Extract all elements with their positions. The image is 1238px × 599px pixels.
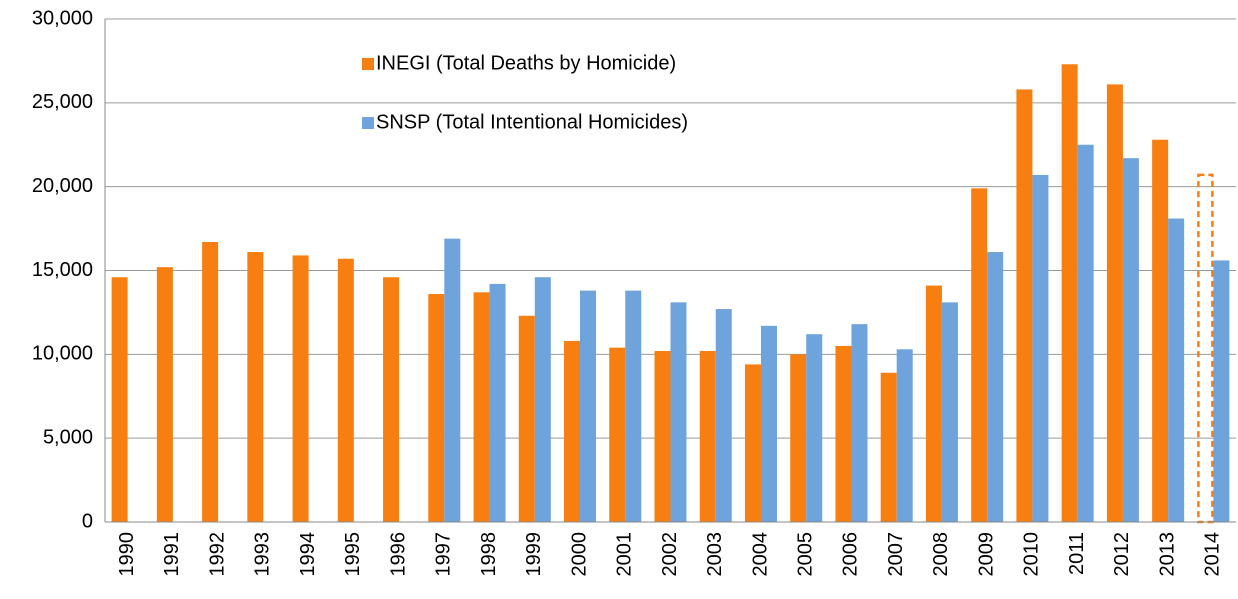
x-tick-label: 1995	[342, 532, 364, 577]
bar	[580, 290, 597, 522]
x-tick-label: 2005	[795, 532, 817, 577]
bar	[1032, 174, 1049, 522]
x-tick-label: 2006	[840, 532, 862, 577]
x-tick-label: 1992	[206, 532, 228, 577]
bar	[760, 325, 777, 522]
x-tick-label: 2014	[1202, 532, 1224, 577]
legend-label: SNSP (Total Intentional Homicides)	[376, 111, 688, 133]
bar	[1016, 89, 1033, 523]
legend-label: INEGI (Total Deaths by Homicide)	[376, 52, 676, 74]
bar	[987, 252, 1004, 522]
y-tick-label: 20,000	[32, 175, 93, 197]
x-tick-label: 1991	[161, 532, 183, 577]
y-tick-label: 10,000	[32, 343, 93, 365]
bar	[156, 267, 173, 522]
bar	[202, 241, 219, 522]
bar	[1168, 218, 1185, 523]
bar	[1122, 158, 1139, 522]
x-tick-label: 2009	[975, 532, 997, 577]
bar	[654, 350, 671, 522]
x-tick-label: 1993	[252, 532, 274, 577]
x-tick-label: 2000	[568, 532, 590, 577]
x-tick-label: 1996	[387, 532, 409, 577]
y-tick-label: 5,000	[43, 426, 93, 448]
x-tick-label: 2007	[885, 532, 907, 577]
x-tick-label: 2003	[704, 532, 726, 577]
bar	[925, 285, 942, 522]
bar	[292, 255, 309, 522]
bar	[896, 349, 913, 522]
x-tick-label: 1990	[116, 532, 138, 577]
y-tick-label: 25,000	[32, 91, 93, 113]
x-tick-label: 2013	[1156, 532, 1178, 577]
bar	[489, 283, 506, 522]
bar	[534, 277, 551, 522]
bar	[806, 334, 823, 522]
bar	[941, 302, 958, 522]
x-tick-label: 2001	[614, 532, 636, 577]
bar	[744, 364, 761, 522]
bar	[564, 340, 581, 522]
bar	[625, 290, 642, 522]
legend-swatch	[362, 117, 374, 129]
bar	[1106, 84, 1123, 522]
bar	[851, 324, 868, 522]
bar	[609, 347, 626, 522]
x-tick-label: 1998	[478, 532, 500, 577]
x-tick-label: 2008	[930, 532, 952, 577]
y-tick-label: 15,000	[32, 259, 93, 281]
bar	[518, 315, 535, 522]
x-tick-label: 2012	[1111, 532, 1133, 577]
x-tick-label: 2011	[1066, 532, 1088, 575]
legend-swatch	[362, 58, 374, 70]
bar	[337, 258, 354, 522]
x-tick-label: 2004	[749, 532, 771, 577]
bar	[1152, 139, 1169, 522]
bar	[880, 372, 897, 522]
x-tick-label: 1994	[297, 532, 319, 577]
bar	[1213, 260, 1230, 522]
bar	[715, 309, 732, 522]
bar	[790, 354, 807, 522]
x-tick-label: 1999	[523, 532, 545, 577]
x-tick-label: 2010	[1021, 532, 1043, 577]
bar	[1061, 64, 1078, 523]
x-tick-label: 2002	[659, 532, 681, 577]
bar	[670, 302, 687, 522]
bar	[971, 188, 988, 523]
x-tick-label: 1997	[433, 532, 455, 577]
bar	[444, 238, 461, 523]
bar	[1077, 144, 1094, 522]
bar	[835, 345, 852, 522]
bar-estimate	[1197, 173, 1214, 524]
y-tick-label: 30,000	[32, 7, 93, 29]
bar	[247, 252, 264, 522]
bar	[473, 292, 490, 522]
bar	[428, 293, 445, 522]
bar	[383, 277, 400, 522]
y-tick-label: 0	[82, 510, 93, 532]
bar	[111, 277, 128, 522]
bar	[699, 350, 716, 522]
